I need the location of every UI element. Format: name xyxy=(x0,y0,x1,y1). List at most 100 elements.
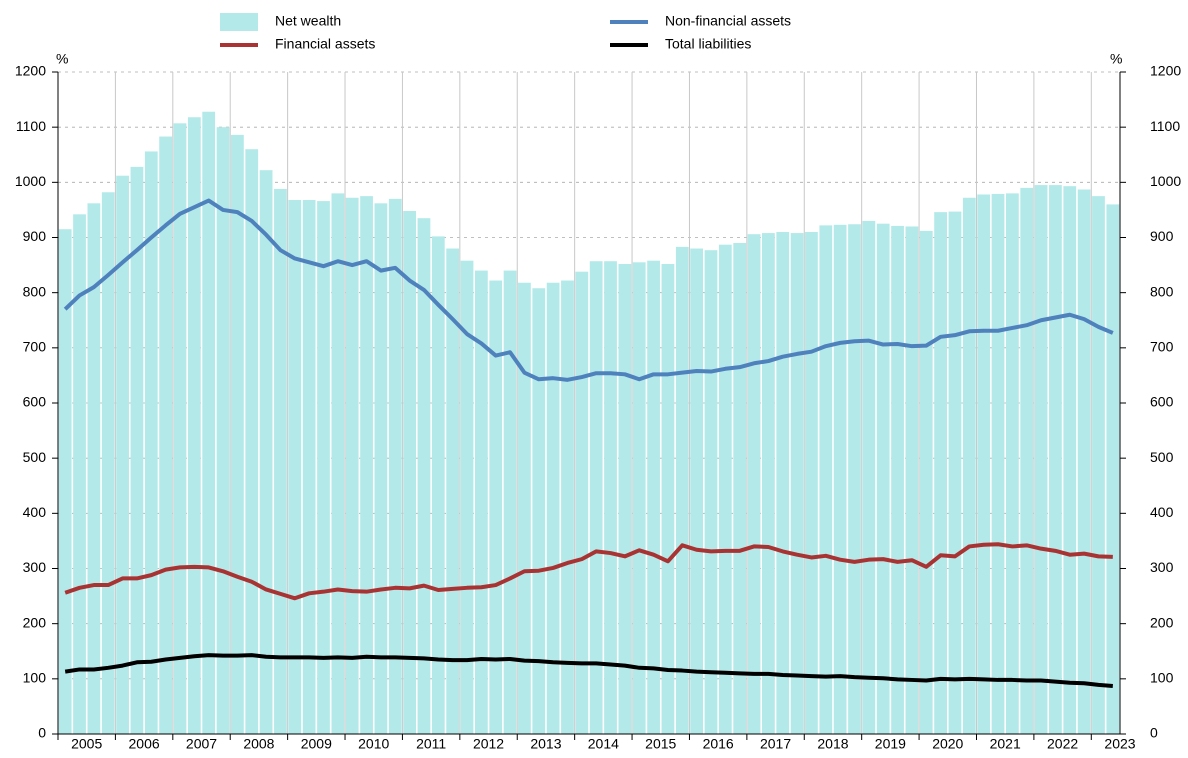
bar xyxy=(618,263,632,734)
bar xyxy=(144,151,158,734)
bar xyxy=(661,263,675,734)
bar xyxy=(604,261,617,734)
bar xyxy=(546,282,560,734)
y-tick-label: 700 xyxy=(23,339,47,355)
bar xyxy=(575,271,589,734)
x-tick-label: 2023 xyxy=(1104,736,1135,752)
y-tick-label-right: 0 xyxy=(1150,725,1158,741)
bar xyxy=(388,198,402,735)
x-tick-label: 2016 xyxy=(703,736,734,752)
y-tick-label-right: 1200 xyxy=(1150,63,1181,79)
y-tick-label: 100 xyxy=(23,670,47,686)
bar xyxy=(762,233,775,734)
bar xyxy=(833,224,847,735)
bar xyxy=(790,233,804,734)
y-tick-label: 1100 xyxy=(16,118,46,134)
legend-label: Total liabilities xyxy=(665,36,751,52)
y-tick-label: 900 xyxy=(23,228,47,244)
bar xyxy=(647,260,660,734)
bar xyxy=(503,270,517,734)
bar xyxy=(58,229,72,734)
bar xyxy=(1034,185,1048,734)
bar xyxy=(934,212,947,734)
x-tick-label: 2010 xyxy=(358,736,389,752)
x-tick-label: 2020 xyxy=(932,736,963,752)
bar xyxy=(561,280,574,734)
bar xyxy=(1005,193,1019,734)
bar xyxy=(259,170,273,735)
x-tick-label: 2021 xyxy=(990,736,1021,752)
line xyxy=(64,653,1113,688)
bar xyxy=(962,197,976,734)
x-tick-label: 2011 xyxy=(416,736,446,752)
bar xyxy=(1077,189,1091,734)
legend-label: Financial assets xyxy=(275,36,375,52)
y-tick-label: 300 xyxy=(23,559,47,575)
x-tick-label: 2009 xyxy=(301,736,332,752)
bar xyxy=(187,117,201,734)
bar xyxy=(460,260,474,734)
bar xyxy=(1063,186,1077,734)
x-tick-label: 2005 xyxy=(71,736,102,752)
bar xyxy=(1106,204,1120,734)
x-tick-label: 2014 xyxy=(588,736,619,752)
bar xyxy=(747,234,761,734)
bar xyxy=(302,199,316,734)
bar xyxy=(403,211,416,734)
legend-label: Net wealth xyxy=(275,13,341,29)
bar xyxy=(518,282,531,734)
y-tick-label: 1200 xyxy=(15,63,46,79)
bar xyxy=(345,197,359,734)
bar xyxy=(130,166,144,735)
y-tick-label: 500 xyxy=(23,449,47,465)
y-tick-label-right: 500 xyxy=(1150,449,1174,465)
bar xyxy=(991,193,1005,734)
bar xyxy=(905,226,919,734)
bar xyxy=(431,236,445,734)
x-tick-label: 2018 xyxy=(817,736,848,752)
bar xyxy=(216,127,230,734)
line xyxy=(64,542,1113,601)
legend-swatch xyxy=(220,13,258,31)
y-tick-label: 600 xyxy=(23,394,47,410)
bar xyxy=(274,188,287,734)
y-tick-label-right: 1100 xyxy=(1150,118,1180,134)
y-tick-label-right: 300 xyxy=(1150,559,1174,575)
line xyxy=(63,198,1114,382)
bar xyxy=(417,218,431,735)
bar xyxy=(374,203,388,735)
bar xyxy=(819,225,833,734)
y-tick-label: 200 xyxy=(23,614,47,630)
bar xyxy=(288,199,302,734)
bar xyxy=(231,134,244,734)
bar xyxy=(101,192,115,735)
bar xyxy=(532,288,546,734)
x-tick-label: 2013 xyxy=(530,736,561,752)
y-tick-label: 0 xyxy=(38,725,46,741)
bar xyxy=(862,220,876,734)
x-tick-label: 2012 xyxy=(473,736,504,752)
x-tick-label: 2022 xyxy=(1047,736,1078,752)
bar xyxy=(1020,187,1034,735)
bar xyxy=(891,225,904,735)
bar xyxy=(805,231,818,734)
bar xyxy=(690,248,704,735)
bar xyxy=(245,149,259,734)
bar xyxy=(474,270,488,734)
bar xyxy=(733,243,747,734)
bar xyxy=(202,111,216,735)
y-tick-label-right: 900 xyxy=(1150,228,1174,244)
bar xyxy=(73,214,86,734)
bar xyxy=(675,246,689,734)
y-tick-label: 1000 xyxy=(15,173,46,189)
bar xyxy=(848,224,861,734)
y-unit-right: % xyxy=(1110,51,1122,67)
x-tick-label: 2006 xyxy=(129,736,160,752)
x-tick-label: 2015 xyxy=(645,736,676,752)
x-tick-label: 2008 xyxy=(243,736,274,752)
bar xyxy=(360,196,373,734)
bar xyxy=(317,201,330,735)
bar xyxy=(919,230,933,734)
y-tick-label-right: 200 xyxy=(1150,614,1174,630)
